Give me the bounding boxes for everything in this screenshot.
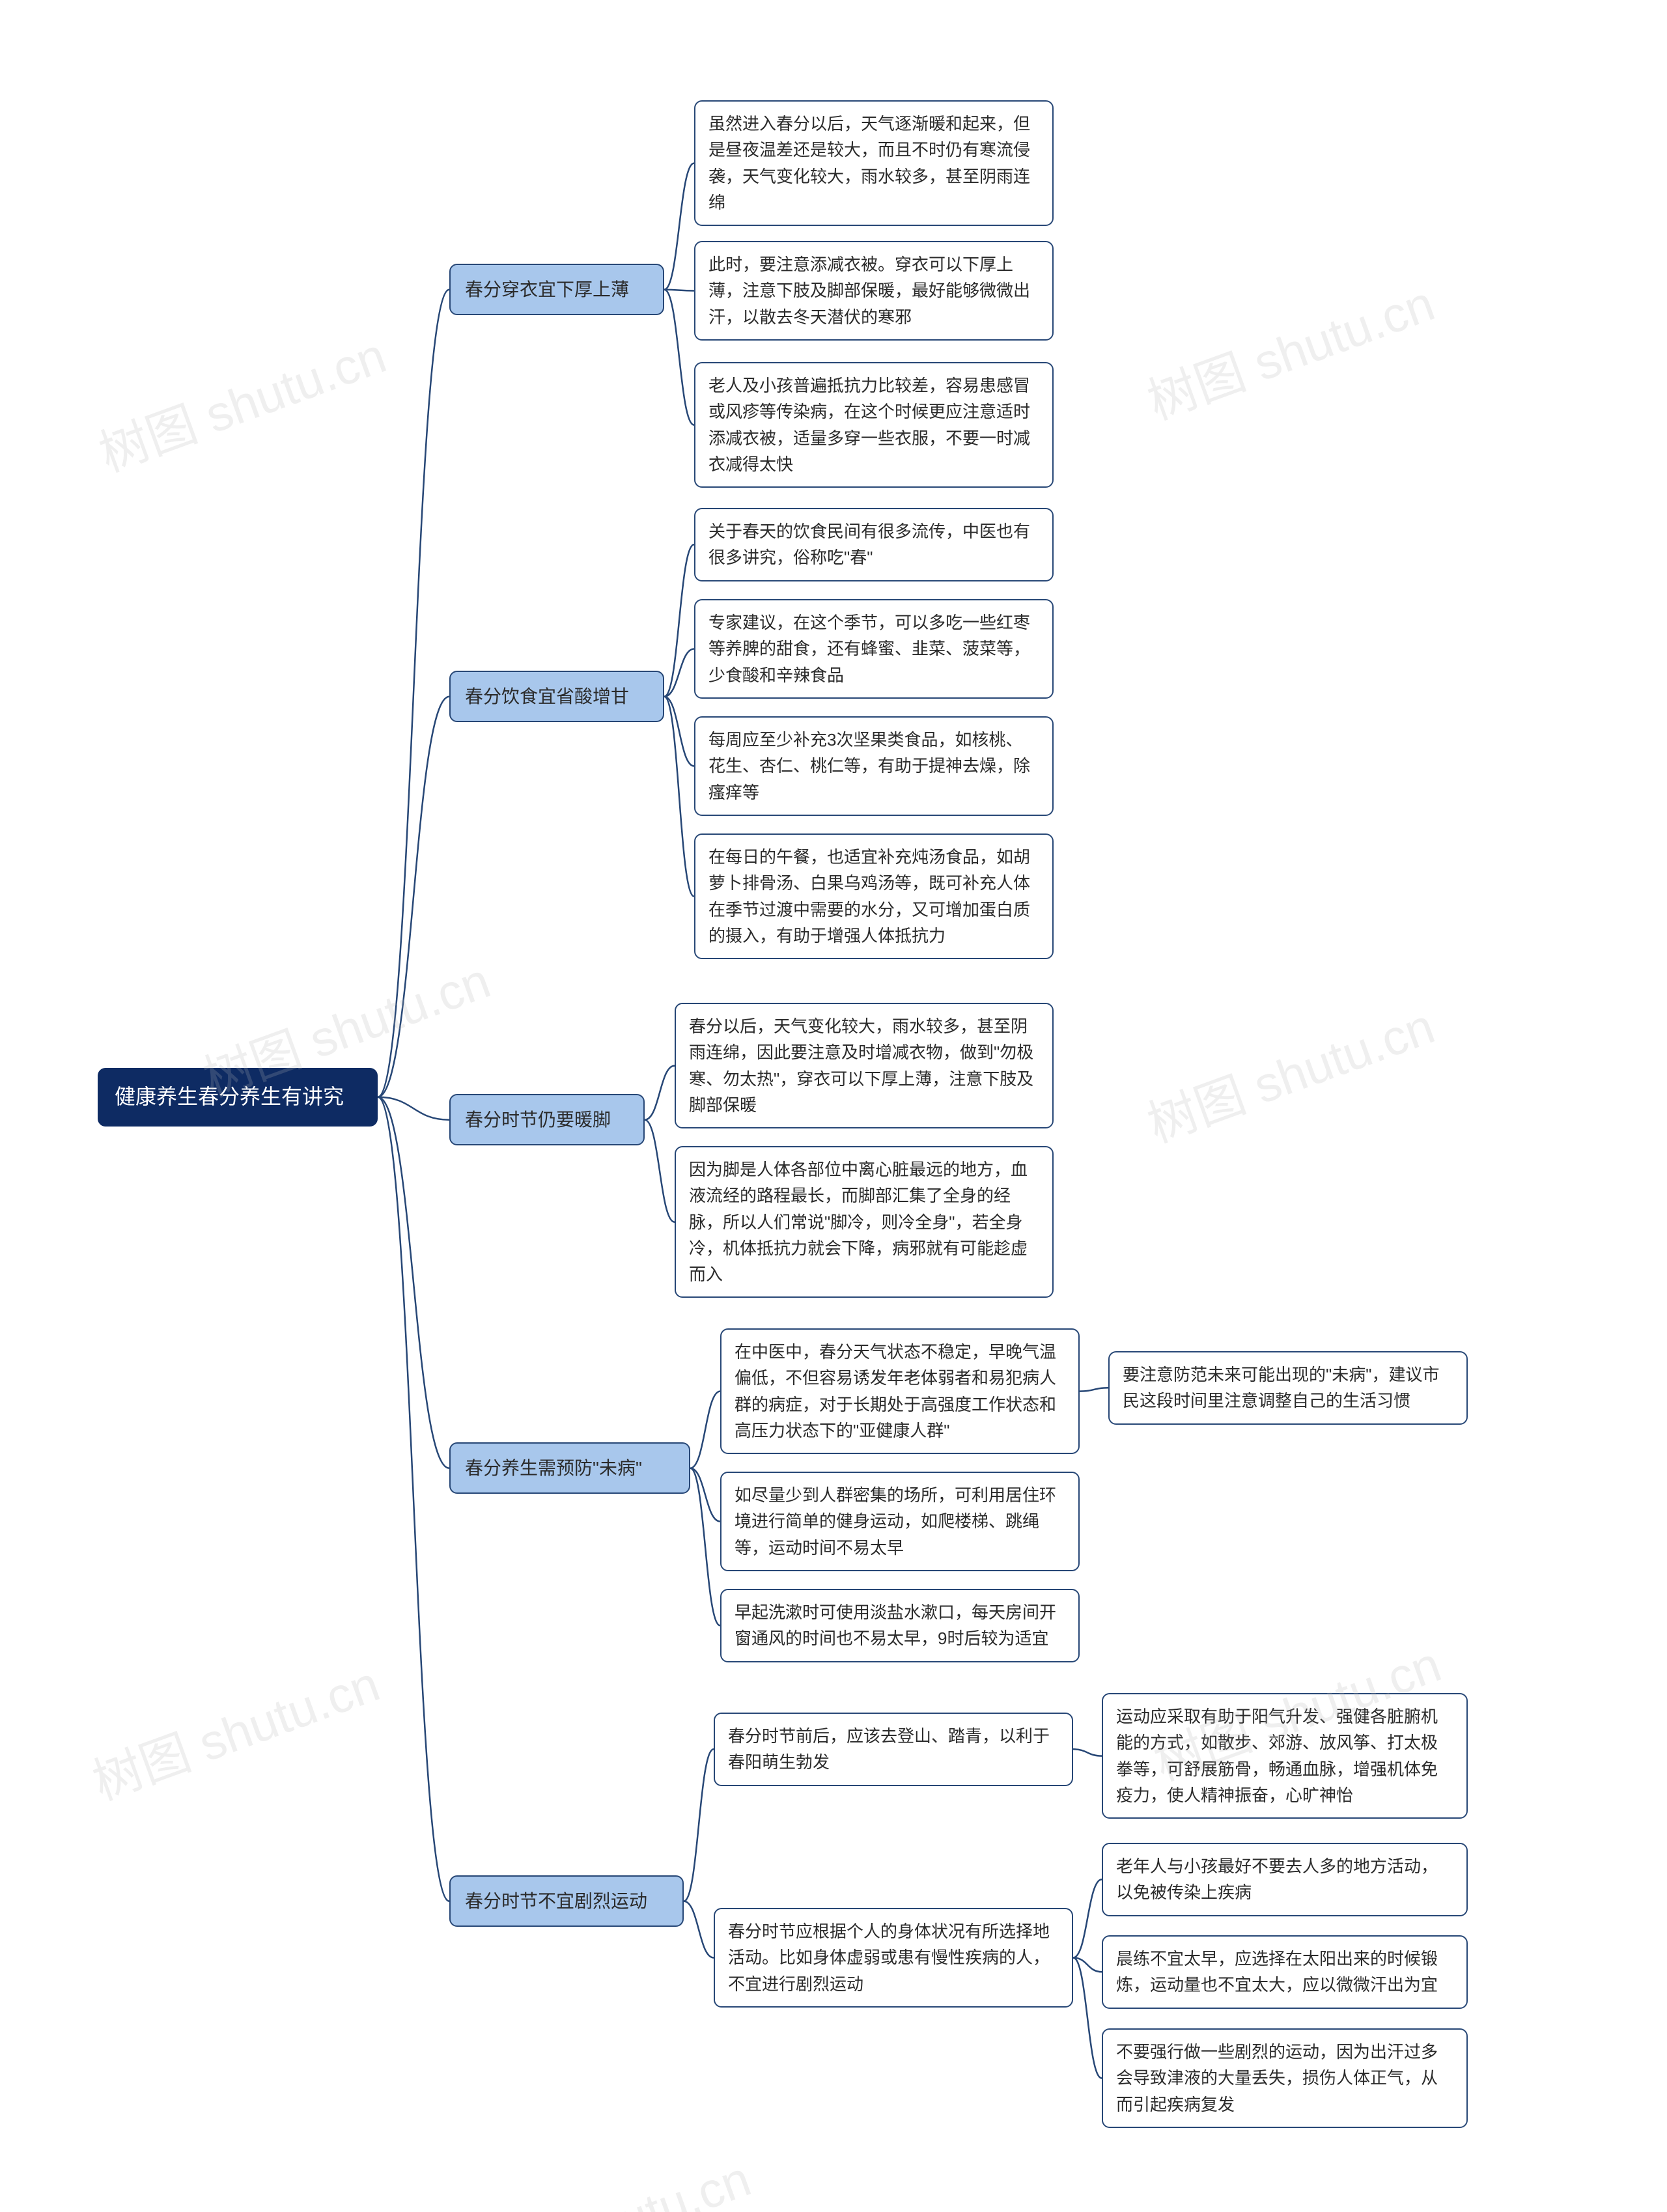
node-text-b5c2b: 晨练不宜太早，应选择在太阳出来的时候锻炼，运动量也不宜太大，应以微微汗出为宜 (1116, 1949, 1438, 1995)
edge-b4-b4c3 (690, 1468, 720, 1626)
node-text-b1: 春分穿衣宜下厚上薄 (465, 279, 629, 300)
edge-b2-b2c2 (664, 649, 694, 696)
watermark-1: 树图 shutu.cn (1136, 264, 1442, 434)
watermark-0: 树图 shutu.cn (88, 316, 394, 486)
watermark-6: 树图 shutu.cn (453, 2139, 759, 2212)
edge-root-b5 (378, 1097, 449, 1901)
node-text-b1c1: 虽然进入春分以后，天气逐渐暖和起来，但是昼夜温差还是较大，而且不时仍有寒流侵袭，… (708, 114, 1030, 212)
edge-b1-b1c2 (664, 290, 694, 291)
mindmap-stage: 健康养生春分养生有讲究 春分穿衣宜下厚上薄 虽然进入春分以后，天气逐渐暖和起来，但是… (0, 0, 1667, 2212)
node-b1c1: 虽然进入春分以后，天气逐渐暖和起来，但是昼夜温差还是较大，而且不时仍有寒流侵袭，… (694, 100, 1054, 226)
node-b5c2a: 老年人与小孩最好不要去人多的地方活动，以免被传染上疾病 (1102, 1843, 1468, 1916)
node-text-root: 健康养生春分养生有讲究 (115, 1085, 344, 1108)
edge-b5-b5c2 (684, 1901, 714, 1958)
node-text-b2: 春分饮食宜省酸增甘 (465, 686, 629, 707)
edge-root-b3 (378, 1097, 449, 1120)
node-b5c2c: 不要强行做一些剧烈的运动，因为出汗过多会导致津液的大量丢失，损伤人体正气，从而引… (1102, 2028, 1468, 2128)
node-b4c2: 如尽量少到人群密集的场所，可利用居住环境进行简单的健身运动，如爬楼梯、跳绳等，运… (720, 1472, 1080, 1571)
node-b5c1: 春分时节前后，应该去登山、踏青，以利于春阳萌生勃发 (714, 1713, 1073, 1786)
edge-root-b4 (378, 1097, 449, 1468)
node-text-b5c1: 春分时节前后，应该去登山、踏青，以利于春阳萌生勃发 (728, 1726, 1050, 1772)
node-text-b2c3: 每周应至少补充3次坚果类食品，如核桃、花生、杏仁、桃仁等，有助于提神去燥，除瘙痒… (708, 730, 1030, 802)
edge-b2-b2c1 (664, 544, 694, 696)
node-b3c2: 因为脚是人体各部位中离心脏最远的地方，血液流经的路程最长，而脚部汇集了全身的经脉… (675, 1146, 1054, 1298)
node-text-b5c1a: 运动应采取有助于阳气升发、强健各脏腑机能的方式，如散步、郊游、放风筝、打太极拳等… (1116, 1707, 1438, 1805)
node-text-b5c2: 春分时节应根据个人的身体状况有所选择地活动。比如身体虚弱或患有慢性疾病的人，不宜… (728, 1922, 1050, 1994)
edge-b2-b2c3 (664, 697, 694, 766)
edge-b5c2-b5c2c (1073, 1957, 1102, 2078)
node-b5: 春分时节不宜剧烈运动 (449, 1875, 684, 1927)
edge-b4-b4c1 (690, 1392, 720, 1468)
node-text-b3: 春分时节仍要暖脚 (465, 1110, 611, 1130)
node-b2c3: 每周应至少补充3次坚果类食品，如核桃、花生、杏仁、桃仁等，有助于提神去燥，除瘙痒… (694, 716, 1054, 816)
edge-b5c2-b5c2b (1073, 1957, 1102, 1972)
edge-b1-b1c3 (664, 290, 694, 425)
node-text-b5c2c: 不要强行做一些剧烈的运动，因为出汗过多会导致津液的大量丢失，损伤人体正气，从而引… (1116, 2042, 1438, 2114)
node-b2c2: 专家建议，在这个季节，可以多吃一些红枣等养脾的甜食，还有蜂蜜、韭菜、菠菜等，少食… (694, 599, 1054, 699)
node-root: 健康养生春分养生有讲究 (98, 1068, 378, 1127)
node-text-b3c1: 春分以后，天气变化较大，雨水较多，甚至阴雨连绵，因此要注意及时增减衣物，做到"勿… (689, 1016, 1033, 1115)
edge-b5c1-b5c1a (1073, 1749, 1102, 1756)
watermark-4: 树图 shutu.cn (81, 1644, 387, 1814)
edge-b5-b5c1 (684, 1749, 714, 1901)
node-text-b2c1: 关于春天的饮食民间有很多流传，中医也有很多讲究，俗称吃"春" (708, 522, 1030, 567)
node-b5c2b: 晨练不宜太早，应选择在太阳出来的时候锻炼，运动量也不宜太大，应以微微汗出为宜 (1102, 1935, 1468, 2009)
node-b2c4: 在每日的午餐，也适宜补充炖汤食品，如胡萝卜排骨汤、白果乌鸡汤等，既可补充人体在季… (694, 833, 1054, 959)
node-b1c3: 老人及小孩普遍抵抗力比较差，容易患感冒或风疹等传染病，在这个时候更应注意适时添减… (694, 362, 1054, 488)
node-b4c1: 在中医中，春分天气状态不稳定，早晚气温偏低，不但容易诱发年老体弱者和易犯病人群的… (720, 1328, 1080, 1454)
watermark-3: 树图 shutu.cn (1136, 987, 1442, 1156)
node-text-b4c1: 在中医中，春分天气状态不稳定，早晚气温偏低，不但容易诱发年老体弱者和易犯病人群的… (735, 1342, 1056, 1440)
edge-b1-b1c1 (664, 163, 694, 290)
node-text-b2c2: 专家建议，在这个季节，可以多吃一些红枣等养脾的甜食，还有蜂蜜、韭菜、菠菜等，少食… (708, 613, 1030, 685)
node-b3: 春分时节仍要暖脚 (449, 1094, 645, 1145)
node-text-b1c3: 老人及小孩普遍抵抗力比较差，容易患感冒或风疹等传染病，在这个时候更应注意适时添减… (708, 376, 1030, 474)
node-text-b4: 春分养生需预防"未病" (465, 1458, 642, 1478)
node-text-b4c2: 如尽量少到人群密集的场所，可利用居住环境进行简单的健身运动，如爬楼梯、跳绳等，运… (735, 1485, 1056, 1558)
node-b1c2: 此时，要注意添减衣被。穿衣可以下厚上薄，注意下肢及脚部保暖，最好能够微微出汗，以… (694, 241, 1054, 341)
node-text-b3c2: 因为脚是人体各部位中离心脏最远的地方，血液流经的路程最长，而脚部汇集了全身的经脉… (689, 1160, 1028, 1284)
edge-b3-b3c1 (645, 1066, 675, 1120)
node-b4: 春分养生需预防"未病" (449, 1442, 690, 1494)
edge-b5c2-b5c2a (1073, 1879, 1102, 1957)
edge-root-b2 (378, 697, 449, 1097)
node-b4c3: 早起洗漱时可使用淡盐水漱口，每天房间开窗通风的时间也不易太早，9时后较为适宜 (720, 1589, 1080, 1662)
node-text-b4c1a: 要注意防范未来可能出现的"未病"，建议市民这段时间里注意调整自己的生活习惯 (1123, 1365, 1439, 1410)
node-b2c1: 关于春天的饮食民间有很多流传，中医也有很多讲究，俗称吃"春" (694, 508, 1054, 581)
node-b5c1a: 运动应采取有助于阳气升发、强健各脏腑机能的方式，如散步、郊游、放风筝、打太极拳等… (1102, 1693, 1468, 1819)
node-b2: 春分饮食宜省酸增甘 (449, 671, 664, 722)
edge-b3-b3c2 (645, 1120, 675, 1222)
edge-root-b1 (378, 290, 449, 1097)
node-text-b5c2a: 老年人与小孩最好不要去人多的地方活动，以免被传染上疾病 (1116, 1856, 1438, 1902)
node-text-b2c4: 在每日的午餐，也适宜补充炖汤食品，如胡萝卜排骨汤、白果乌鸡汤等，既可补充人体在季… (708, 847, 1030, 945)
node-b1: 春分穿衣宜下厚上薄 (449, 264, 664, 315)
node-text-b4c3: 早起洗漱时可使用淡盐水漱口，每天房间开窗通风的时间也不易太早，9时后较为适宜 (735, 1603, 1056, 1648)
node-text-b1c2: 此时，要注意添减衣被。穿衣可以下厚上薄，注意下肢及脚部保暖，最好能够微微出汗，以… (708, 255, 1030, 327)
node-text-b5: 春分时节不宜剧烈运动 (465, 1891, 647, 1911)
node-b3c1: 春分以后，天气变化较大，雨水较多，甚至阴雨连绵，因此要注意及时增减衣物，做到"勿… (675, 1003, 1054, 1128)
node-b5c2: 春分时节应根据个人的身体状况有所选择地活动。比如身体虚弱或患有慢性疾病的人，不宜… (714, 1908, 1073, 2008)
edge-b4-b4c2 (690, 1468, 720, 1522)
node-b4c1a: 要注意防范未来可能出现的"未病"，建议市民这段时间里注意调整自己的生活习惯 (1108, 1351, 1468, 1425)
edge-b4c1-b4c1a (1080, 1388, 1108, 1391)
edge-b2-b2c4 (664, 697, 694, 897)
